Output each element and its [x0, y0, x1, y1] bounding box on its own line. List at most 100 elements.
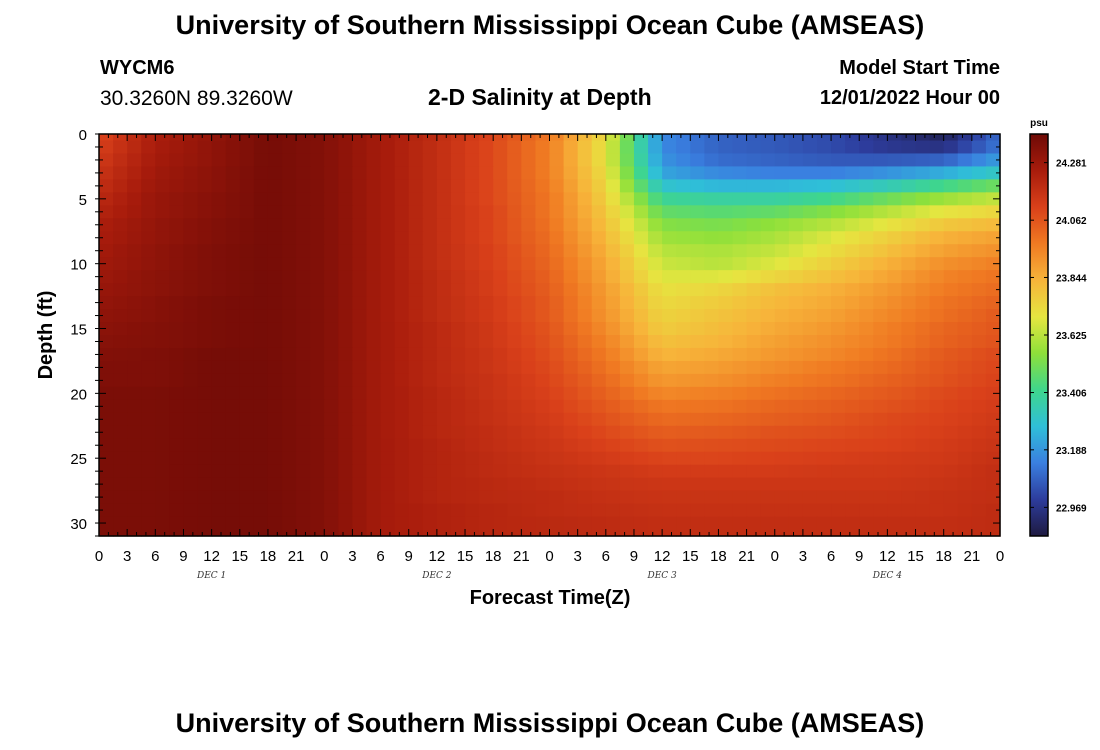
heatmap-cell — [408, 257, 424, 271]
heatmap-cell — [127, 231, 142, 245]
heatmap-cell — [549, 464, 565, 479]
heatmap-cell — [183, 205, 199, 219]
heatmap-cell — [648, 244, 663, 258]
heatmap-cell — [155, 218, 170, 232]
heatmap-cell — [718, 231, 734, 245]
heatmap-cell — [591, 257, 607, 271]
heatmap-cell — [169, 140, 185, 155]
heatmap-cell — [282, 134, 297, 142]
heatmap-cell — [971, 477, 987, 492]
heatmap-cell — [845, 134, 860, 142]
heatmap-cell — [465, 373, 480, 388]
heatmap-cell — [183, 270, 199, 284]
heatmap-cell — [577, 309, 593, 323]
heatmap-cell — [802, 244, 818, 258]
heatmap-cell — [802, 451, 818, 466]
heatmap-cell — [859, 464, 874, 479]
heatmap-cell — [211, 503, 227, 518]
heatmap-cell — [929, 192, 945, 206]
heatmap-cell — [113, 503, 128, 518]
heatmap-cell — [774, 347, 790, 362]
heatmap-cell — [324, 347, 339, 362]
heatmap-cell — [267, 373, 283, 388]
heatmap-cell — [197, 257, 213, 271]
heatmap-cell — [296, 360, 311, 375]
heatmap-cell — [253, 360, 269, 375]
heatmap-cell — [859, 179, 874, 193]
heatmap-cell — [619, 140, 635, 155]
heatmap-cell — [422, 347, 438, 362]
heatmap-cell — [549, 477, 565, 492]
heatmap-cell — [310, 516, 325, 537]
heatmap-cell — [887, 231, 903, 245]
heatmap-cell — [605, 360, 621, 375]
heatmap-cell — [310, 140, 325, 155]
heatmap-cell — [746, 477, 762, 492]
heatmap-cell — [831, 477, 846, 492]
heatmap-cell — [267, 425, 283, 440]
heatmap-cell — [253, 309, 269, 323]
heatmap-cell — [493, 438, 508, 453]
heatmap-cell — [253, 386, 269, 401]
heatmap-cell — [155, 347, 170, 362]
heatmap-cell — [774, 231, 790, 245]
heatmap-cell — [563, 373, 579, 388]
heatmap-cell — [352, 270, 368, 284]
heatmap-cell — [774, 425, 790, 440]
heatmap-cell — [141, 490, 156, 505]
heatmap-cell — [352, 283, 368, 297]
heatmap-cell — [155, 257, 170, 271]
heatmap-cell — [845, 309, 860, 323]
heatmap-cell — [704, 296, 720, 310]
heatmap-cell — [465, 322, 480, 336]
heatmap-cell — [296, 140, 311, 155]
heatmap-cell — [732, 296, 748, 310]
heatmap-cell — [507, 503, 522, 518]
heatmap-cell — [394, 153, 410, 168]
heatmap-cell — [507, 490, 522, 505]
heatmap-cell — [746, 399, 762, 414]
heatmap-cell — [971, 373, 987, 388]
heatmap-cell — [408, 179, 424, 193]
heatmap-cell — [338, 386, 354, 401]
heatmap-cell — [633, 490, 649, 505]
heatmap-cell — [985, 516, 1001, 537]
heatmap-cell — [605, 134, 621, 142]
heatmap-cell — [873, 516, 888, 537]
heatmap-cell — [760, 412, 776, 427]
heatmap-cell — [465, 179, 480, 193]
heatmap-cell — [507, 360, 522, 375]
heatmap-cell — [113, 386, 128, 401]
heatmap-cell — [197, 360, 213, 375]
heatmap-cell — [155, 335, 170, 349]
heatmap-cell — [760, 503, 776, 518]
heatmap-cell — [549, 134, 565, 142]
heatmap-cell — [732, 425, 748, 440]
heatmap-cell — [352, 425, 368, 440]
heatmap-cell — [873, 134, 888, 142]
heatmap-cell — [310, 309, 325, 323]
heatmap-cell — [676, 283, 691, 297]
heatmap-cell — [676, 464, 691, 479]
heatmap-cell — [760, 153, 776, 168]
heatmap-cell — [127, 270, 142, 284]
heatmap-cell — [788, 244, 804, 258]
heatmap-cell — [267, 205, 283, 219]
heatmap-cell — [324, 283, 339, 297]
heatmap-cell — [915, 257, 931, 271]
heatmap-cell — [788, 270, 804, 284]
heatmap-cell — [605, 140, 621, 155]
heatmap-cell — [760, 205, 776, 219]
heatmap-cell — [211, 322, 227, 336]
heatmap-cell — [859, 192, 874, 206]
heatmap-cell — [408, 231, 424, 245]
heatmap-cell — [802, 360, 818, 375]
y-tick-label: 15 — [70, 322, 87, 339]
heatmap-cell — [225, 335, 241, 349]
heatmap-cell — [662, 231, 677, 245]
heatmap-cell — [197, 205, 213, 219]
heatmap-cell — [282, 412, 297, 427]
heatmap-cell — [831, 322, 846, 336]
heatmap-cell — [549, 412, 565, 427]
heatmap-cell — [873, 166, 888, 180]
